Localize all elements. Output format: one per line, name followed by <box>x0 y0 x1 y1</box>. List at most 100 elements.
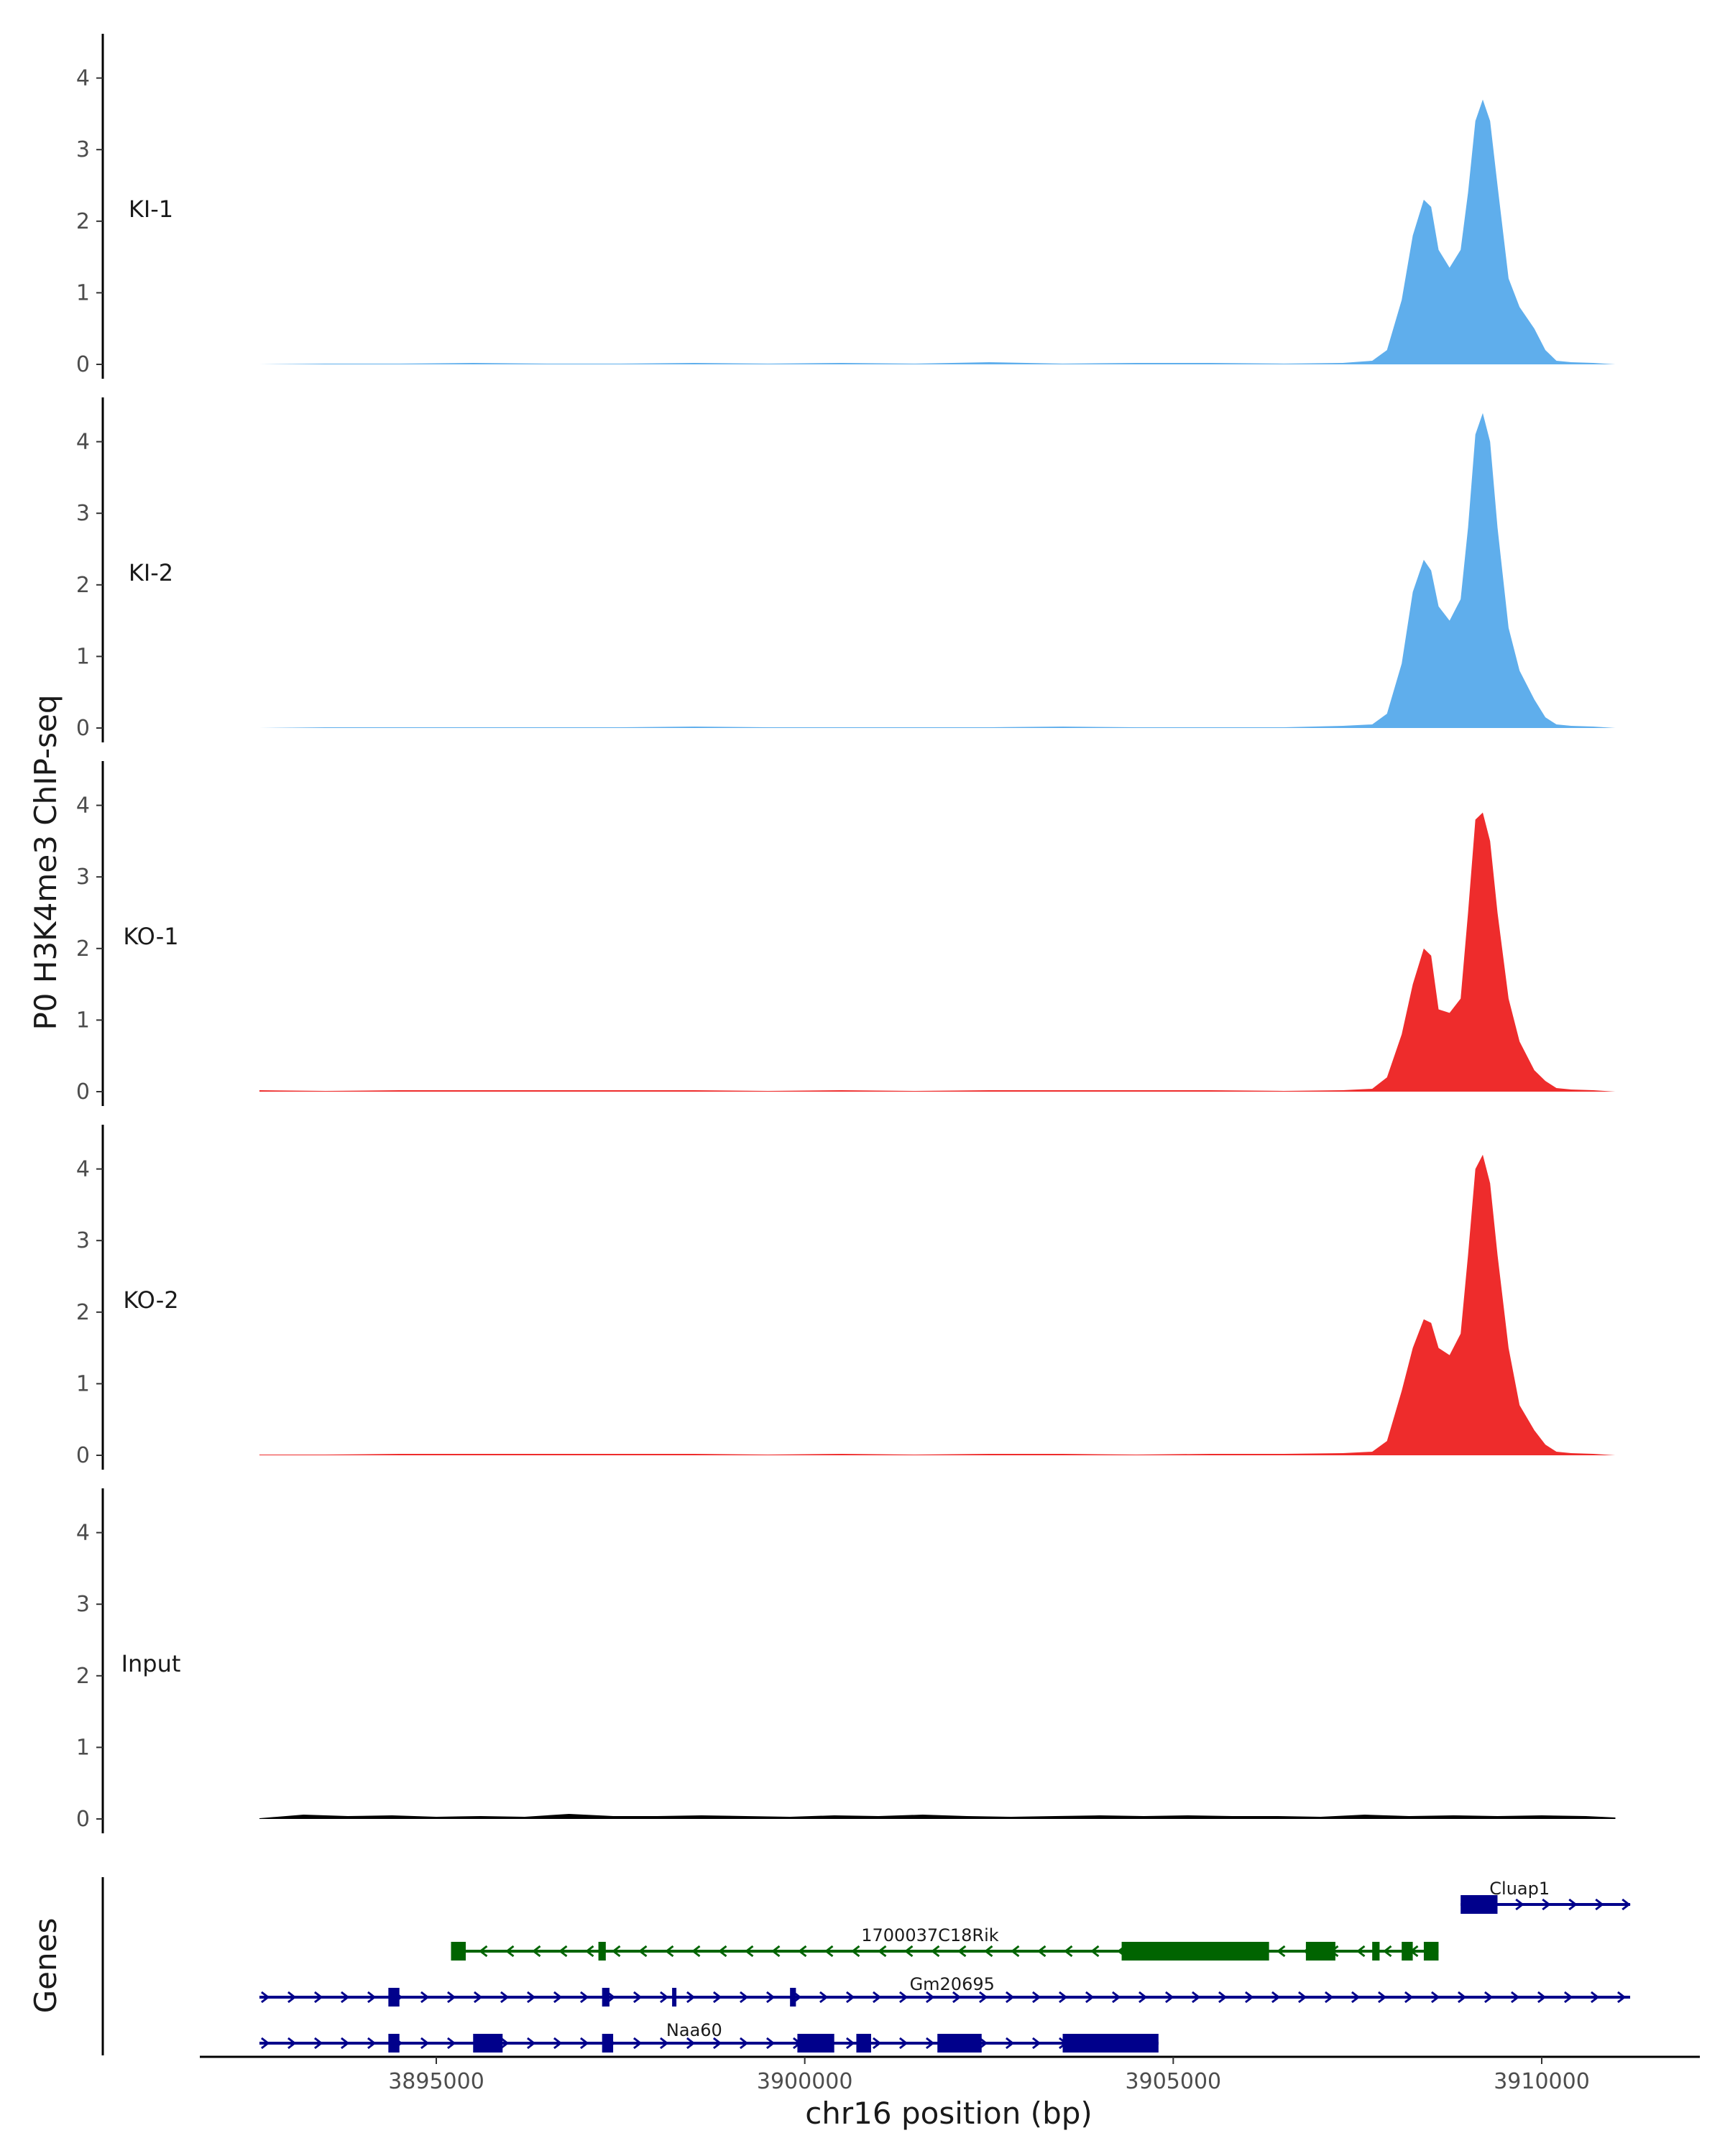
strand-chevron <box>712 2037 722 2050</box>
strand-chevron <box>1031 1991 1041 2004</box>
exon <box>1062 2034 1159 2053</box>
y-tick-label: 3 <box>76 137 90 162</box>
y-tick-label: 3 <box>76 865 90 890</box>
strand-chevron <box>1356 1945 1366 1958</box>
strand-chevron <box>931 1945 940 1958</box>
exon <box>797 2034 834 2053</box>
strand-chevron <box>978 2037 988 2050</box>
y-tick-label: 3 <box>76 1228 90 1253</box>
strand-chevron <box>1271 1991 1281 2004</box>
strand-chevron <box>1005 1991 1015 2004</box>
x-tick-label: 3910000 <box>1494 2069 1590 2094</box>
strand-chevron <box>585 1945 594 1958</box>
strand-chevron <box>612 1945 621 1958</box>
strand-chevron <box>957 1945 967 1958</box>
strand-chevron <box>1005 2037 1015 2050</box>
genes-track-label: Genes <box>28 1918 63 2014</box>
strand-chevron <box>532 1945 541 1958</box>
strand-chevron <box>984 1945 993 1958</box>
strand-chevron <box>718 1945 727 1958</box>
strand-chevron <box>553 2037 563 2050</box>
track-ki-1: 0 1 2 3 4 KI-1 <box>76 34 1616 379</box>
strand-chevron <box>1568 1898 1578 1911</box>
strand-chevron <box>1404 1991 1414 2004</box>
strand-chevron <box>665 1945 674 1958</box>
gene-annotation-track: Cluap1 1700037C18Rik Gm20695 Naa60 <box>101 1877 1631 2055</box>
strand-chevron <box>1430 1991 1440 2004</box>
strand-chevron <box>420 1991 430 2004</box>
strand-chevron <box>686 1991 696 2004</box>
strand-chevron <box>739 1991 749 2004</box>
strand-chevron <box>978 1991 988 2004</box>
exon <box>1305 1942 1335 1961</box>
strand-chevron <box>473 1991 483 2004</box>
exon <box>602 2034 614 2053</box>
strand-chevron <box>1191 1991 1201 2004</box>
strand-chevron <box>798 1945 807 1958</box>
strand-chevron <box>260 1991 270 2004</box>
strand-chevron <box>1064 1945 1073 1958</box>
strand-chevron <box>632 1991 643 2004</box>
gene-cluap1: Cluap1 <box>1460 1879 1631 1914</box>
strand-chevron <box>1622 1898 1631 1911</box>
exon <box>1402 1942 1413 1961</box>
strand-chevron <box>872 1991 882 2004</box>
strand-chevron <box>1510 1991 1520 2004</box>
y-tick-label: 0 <box>76 716 90 741</box>
strand-chevron <box>1218 1991 1228 2004</box>
y-tick-label: 1 <box>76 280 90 305</box>
strand-chevron <box>1297 1991 1307 2004</box>
x-tick-label: 3900000 <box>757 2069 853 2094</box>
y-tick-label: 1 <box>76 1735 90 1760</box>
strand-chevron <box>872 2037 882 2050</box>
exon <box>856 2034 871 2053</box>
strand-chevron <box>1563 1991 1573 2004</box>
strand-chevron <box>904 1945 914 1958</box>
strand-chevron <box>1090 1945 1100 1958</box>
strand-chevron <box>1164 1991 1174 2004</box>
track-ko-1: 0 1 2 3 4 KO-1 <box>76 761 1616 1106</box>
strand-chevron <box>260 2037 270 2050</box>
strand-chevron <box>505 1945 515 1958</box>
y-tick-label: 4 <box>76 1157 90 1182</box>
strand-chevron <box>1595 1898 1604 1911</box>
exon <box>790 1988 796 2007</box>
gene-1700037c18rik: 1700037C18Rik <box>451 1925 1439 1961</box>
signal-area-ko-1 <box>259 812 1616 1092</box>
y-tick-label: 3 <box>76 1592 90 1617</box>
gene-label: Gm20695 <box>910 1974 995 1994</box>
strand-chevron <box>446 2037 456 2050</box>
strand-chevron <box>1138 1991 1148 2004</box>
y-tick-label: 2 <box>76 936 90 962</box>
exon <box>451 1942 466 1961</box>
strand-chevron <box>1616 1991 1627 2004</box>
strand-chevron <box>500 2037 510 2050</box>
strand-chevron <box>313 1991 323 2004</box>
strand-chevron <box>553 1991 563 2004</box>
strand-chevron <box>1058 1991 1068 2004</box>
strand-chevron <box>691 1945 701 1958</box>
y-tick-label: 4 <box>76 430 90 455</box>
strand-chevron <box>579 2037 589 2050</box>
strand-chevron <box>367 2037 377 2050</box>
track-ko-2: 0 1 2 3 4 KO-2 <box>76 1125 1616 1470</box>
y-tick-label: 2 <box>76 1664 90 1689</box>
track-label: KI-1 <box>129 195 173 223</box>
strand-chevron <box>739 2037 749 2050</box>
y-tick-label: 2 <box>76 573 90 598</box>
y-tick-label: 1 <box>76 1371 90 1396</box>
strand-chevron <box>1085 1991 1095 2004</box>
y-tick-label: 0 <box>76 1079 90 1105</box>
x-axis: 3895000 3900000 3905000 3910000 <box>200 2055 1700 2094</box>
strand-chevron <box>925 2037 935 2050</box>
strand-chevron <box>952 1991 962 2004</box>
strand-chevron <box>558 1945 568 1958</box>
y-tick-label: 0 <box>76 1807 90 1832</box>
strand-chevron <box>1537 1991 1547 2004</box>
strand-chevron <box>1111 1991 1121 2004</box>
y-tick-label: 1 <box>76 1008 90 1033</box>
x-axis-title: chr16 position (bp) <box>805 2096 1092 2131</box>
signal-area-ki-2 <box>259 413 1616 728</box>
exon <box>1423 1942 1439 1961</box>
